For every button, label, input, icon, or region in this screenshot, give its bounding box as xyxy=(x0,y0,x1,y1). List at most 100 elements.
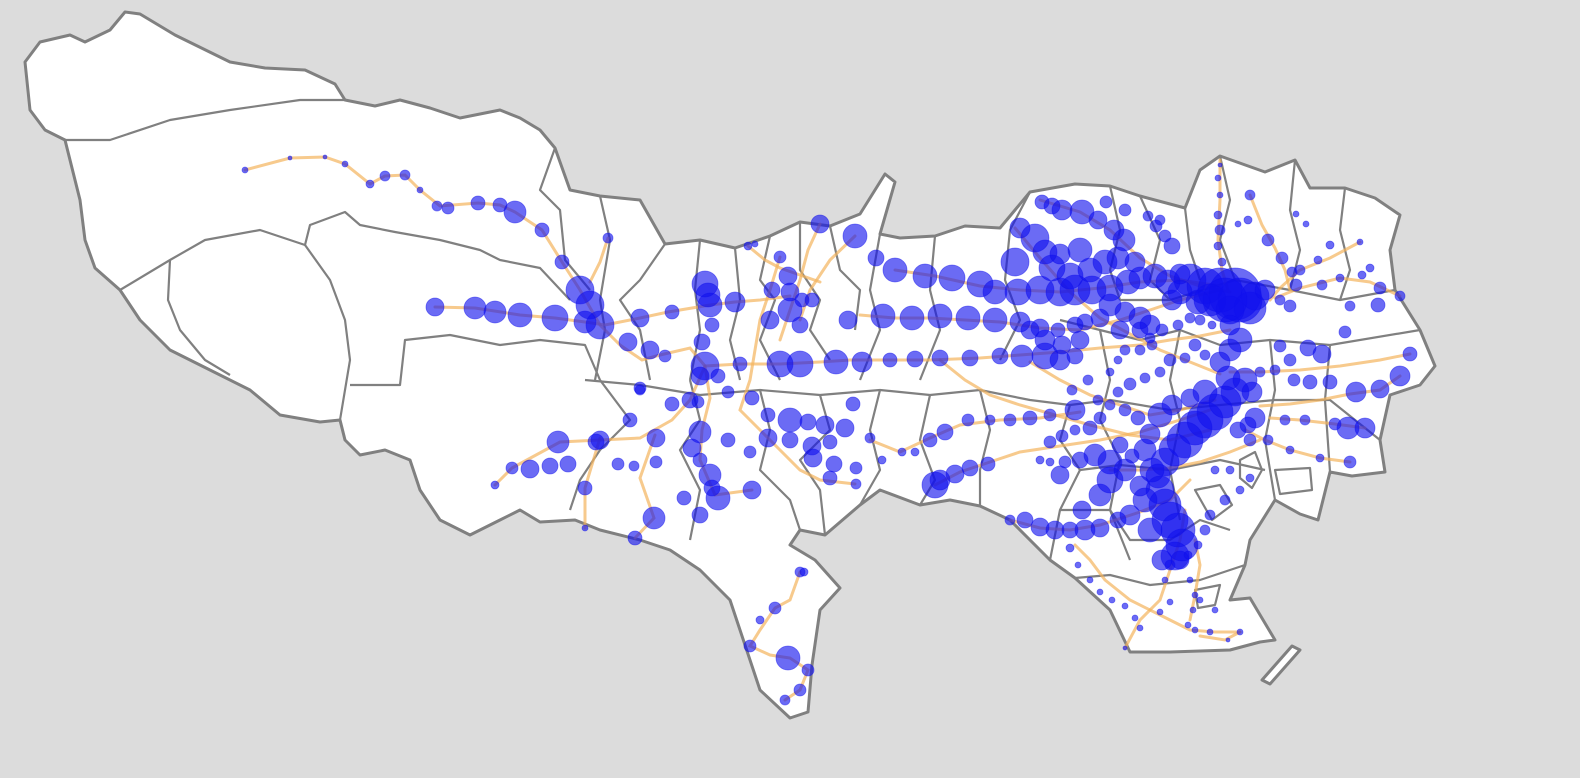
station-marker xyxy=(1049,243,1071,265)
station-marker xyxy=(634,384,646,396)
station-marker xyxy=(1243,215,1253,225)
station-marker xyxy=(1020,320,1040,340)
rail-line xyxy=(588,236,610,284)
station-marker xyxy=(1010,344,1034,368)
station-marker xyxy=(1000,247,1030,277)
station-marker xyxy=(1179,352,1191,364)
station-marker xyxy=(1370,297,1386,313)
station-marker xyxy=(664,304,680,320)
station-marker xyxy=(1066,347,1084,365)
station-marker xyxy=(587,433,605,451)
station-marker xyxy=(541,457,559,475)
rail-line xyxy=(747,570,810,702)
station-marker xyxy=(984,414,996,426)
station-marker xyxy=(1139,423,1161,445)
station-marker xyxy=(1213,241,1223,251)
station-marker xyxy=(1164,559,1176,571)
station-marker xyxy=(1113,458,1137,482)
rail-line xyxy=(1198,630,1242,642)
station-marker xyxy=(1217,257,1227,267)
station-marker xyxy=(1156,608,1164,616)
station-marker xyxy=(1130,410,1146,426)
station-marker xyxy=(1262,434,1274,446)
station-marker xyxy=(1335,273,1345,283)
station-marker xyxy=(1003,413,1017,427)
station-marker xyxy=(777,297,803,323)
station-marker xyxy=(720,432,736,448)
station-marker xyxy=(927,303,953,329)
station-marker xyxy=(1261,233,1275,247)
station-marker xyxy=(1243,433,1257,447)
station-marker xyxy=(692,452,708,468)
station-marker xyxy=(1357,270,1367,280)
station-marker xyxy=(1216,191,1224,199)
station-marker xyxy=(1090,308,1110,328)
station-marker xyxy=(463,296,487,320)
station-marker xyxy=(851,351,873,373)
station-marker xyxy=(1354,417,1376,439)
station-marker xyxy=(693,333,711,351)
station-marker xyxy=(1338,325,1352,339)
station-marker xyxy=(503,200,527,224)
station-marker xyxy=(559,455,577,473)
station-marker xyxy=(1022,410,1038,426)
station-marker xyxy=(1273,339,1287,353)
station-marker xyxy=(682,438,702,458)
station-marker xyxy=(760,310,780,330)
station-marker xyxy=(1370,379,1390,399)
station-marker xyxy=(1343,455,1357,469)
station-marker xyxy=(1312,344,1332,364)
station-marker xyxy=(936,423,954,441)
station-marker xyxy=(1325,240,1335,250)
station-marker xyxy=(991,347,1009,365)
station-marker xyxy=(922,432,938,448)
rail-line xyxy=(633,433,657,540)
station-marker xyxy=(1194,314,1206,326)
station-marker xyxy=(743,241,753,251)
station-marker xyxy=(1394,290,1406,302)
station-marker xyxy=(1118,403,1132,417)
station-marker xyxy=(1207,320,1217,330)
station-marker xyxy=(1074,561,1082,569)
station-marker xyxy=(1287,373,1301,387)
station-marker xyxy=(799,413,817,431)
station-marker xyxy=(982,307,1008,333)
station-marker xyxy=(1043,408,1057,422)
station-marker xyxy=(1069,424,1081,436)
station-marker xyxy=(1121,602,1129,610)
station-marker xyxy=(1110,320,1130,340)
station-marker xyxy=(1285,445,1295,455)
station-marker xyxy=(961,459,979,477)
station-marker xyxy=(1129,475,1151,497)
station-marker xyxy=(1124,448,1140,464)
station-marker xyxy=(867,249,885,267)
station-marker xyxy=(341,160,349,168)
station-marker xyxy=(1043,435,1057,449)
station-marker xyxy=(642,506,666,530)
station-marker xyxy=(1139,372,1151,384)
station-marker xyxy=(577,480,593,496)
station-marker xyxy=(781,431,799,449)
station-marker xyxy=(742,480,762,500)
station-marker xyxy=(822,470,838,486)
station-marker xyxy=(1345,381,1367,403)
station-marker xyxy=(870,303,896,329)
station-marker xyxy=(1163,237,1181,255)
station-marker xyxy=(1155,269,1181,295)
station-marker xyxy=(1225,465,1235,475)
station-marker xyxy=(1108,596,1116,604)
station-marker xyxy=(581,524,589,532)
station-marker xyxy=(799,567,809,577)
station-marker xyxy=(1186,576,1194,584)
station-marker xyxy=(1119,504,1141,526)
station-marker xyxy=(658,349,672,363)
rail-line xyxy=(746,244,822,284)
station-marker xyxy=(803,448,823,468)
station-marker xyxy=(1206,628,1214,636)
station-marker xyxy=(760,407,776,423)
station-marker xyxy=(1254,366,1266,378)
station-marker xyxy=(365,179,375,189)
station-marker xyxy=(791,316,809,334)
station-marker xyxy=(1373,281,1387,295)
station-marker xyxy=(931,349,949,367)
